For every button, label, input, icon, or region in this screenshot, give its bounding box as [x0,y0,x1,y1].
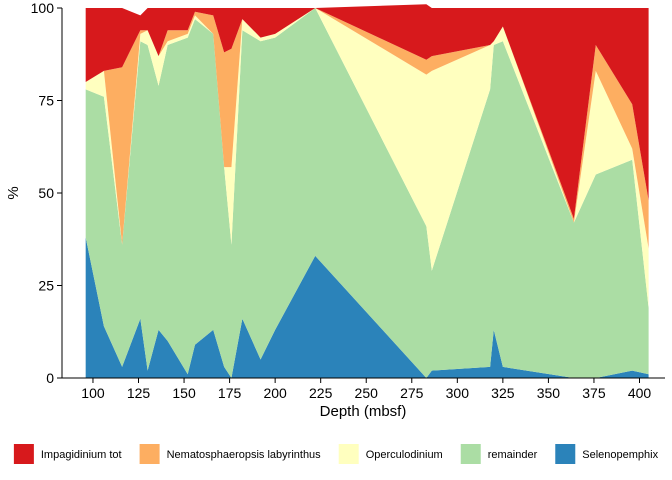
x-tick-label: 125 [127,385,151,401]
legend-label: Selenopemphix [582,449,658,461]
legend-swatch [338,444,359,464]
x-tick-label: 200 [263,385,287,401]
x-tick-label: 250 [355,385,379,401]
plot-areas [85,4,649,378]
legend-item-impagidinium-tot: Impagidinium tot [13,444,122,464]
area-impagidinium-tot [85,4,649,219]
y-axis-title: % [5,186,22,199]
legend-swatch [13,444,34,464]
legend-item-nematosphaeropsis-labyrinthus: Nematosphaeropsis labyrinthus [139,444,322,464]
y-tick-label: 75 [38,93,54,109]
legend-label: Nematosphaeropsis labyrinthus [167,449,322,461]
legend-swatch [460,444,481,464]
y-tick-label: 25 [38,278,54,294]
x-tick-label: 300 [446,385,470,401]
x-tick-label: 350 [537,385,561,401]
x-tick-label: 150 [172,385,196,401]
legend-swatch [555,444,576,464]
legend: Impagidinium tot Nematosphaeropsis labyri… [13,444,659,464]
x-tick-label: 375 [582,385,606,401]
area-selenopemphix [85,237,649,378]
y-tick-label: 100 [31,0,55,16]
legend-label: Operculodinium [366,449,443,461]
legend-item-operculodinium: Operculodinium [338,444,443,464]
legend-item-remainder: remainder [460,444,538,464]
x-tick-label: 400 [628,385,652,401]
x-axis-title: Depth (mbsf) [320,403,407,420]
y-axis-ticks: 0 25 50 75 100 [31,0,62,386]
legend-label: remainder [488,449,538,461]
y-tick-label: 0 [46,370,54,386]
y-tick-label: 50 [38,185,54,201]
x-tick-label: 225 [309,385,333,401]
legend-label: Impagidinium tot [41,449,122,461]
area-remainder [85,8,649,378]
legend-swatch [139,444,160,464]
area-operculodinium [85,8,649,308]
x-tick-label: 175 [218,385,242,401]
area-nematosphaeropsis-labyrinthus [85,8,649,249]
x-tick-label: 100 [81,385,105,401]
x-tick-label: 275 [400,385,424,401]
legend-item-selenopemphix: Selenopemphix [555,444,659,464]
x-tick-label: 325 [491,385,515,401]
x-axis-ticks: 100 125 150 175 200 225 250 275 300 325 350 375 400 [81,378,651,401]
